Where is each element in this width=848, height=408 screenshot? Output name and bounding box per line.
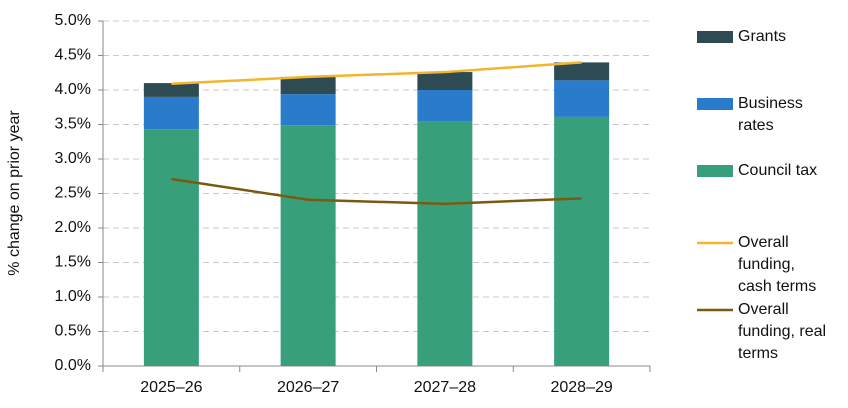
bar-segment bbox=[280, 125, 336, 366]
y-tick-label: 5.0% bbox=[55, 12, 91, 29]
bar-segment bbox=[554, 62, 610, 81]
y-tick-label: 2.0% bbox=[55, 219, 91, 236]
x-tick-label: 2025–26 bbox=[140, 379, 202, 396]
y-tick-label: 2.5% bbox=[55, 185, 91, 202]
line-series bbox=[171, 177, 582, 206]
x-tick-label: 2028–29 bbox=[550, 379, 612, 396]
legend-label: Grants bbox=[738, 28, 787, 45]
legend-swatch bbox=[697, 165, 733, 177]
legend-label: Overall funding, real terms bbox=[738, 301, 827, 362]
y-tick-label: 0.5% bbox=[55, 323, 91, 340]
legend-swatch bbox=[697, 98, 733, 110]
y-tick-label: 1.5% bbox=[55, 254, 91, 271]
y-tick-label: 1.0% bbox=[55, 288, 91, 305]
y-tick-label: 4.5% bbox=[55, 47, 91, 64]
y-tick-label: 0.0% bbox=[55, 357, 91, 374]
legend-swatch bbox=[697, 31, 733, 43]
y-tick-label: 3.5% bbox=[55, 116, 91, 133]
x-tick-label: 2026–27 bbox=[277, 379, 339, 396]
line-series bbox=[171, 61, 582, 86]
bar-segment bbox=[143, 129, 199, 366]
bar-segment bbox=[417, 72, 473, 90]
bar-segment bbox=[554, 80, 610, 117]
y-tick-label: 3.0% bbox=[55, 150, 91, 167]
bar-segment bbox=[280, 76, 336, 95]
legend-label: Council tax bbox=[738, 162, 818, 179]
bar-segment bbox=[417, 121, 473, 366]
bar-segment bbox=[554, 116, 610, 366]
bar-segment bbox=[417, 90, 473, 122]
bar-segment bbox=[143, 83, 199, 97]
y-tick-label: 4.0% bbox=[55, 81, 91, 98]
legend-label: Business rates bbox=[738, 95, 803, 134]
x-tick-label: 2027–28 bbox=[414, 379, 476, 396]
y-axis-label: % change on prior year bbox=[6, 110, 23, 276]
legend-label: Overall funding, cash terms bbox=[738, 234, 817, 295]
bar-segment bbox=[280, 94, 336, 126]
bar-segment bbox=[143, 96, 199, 130]
